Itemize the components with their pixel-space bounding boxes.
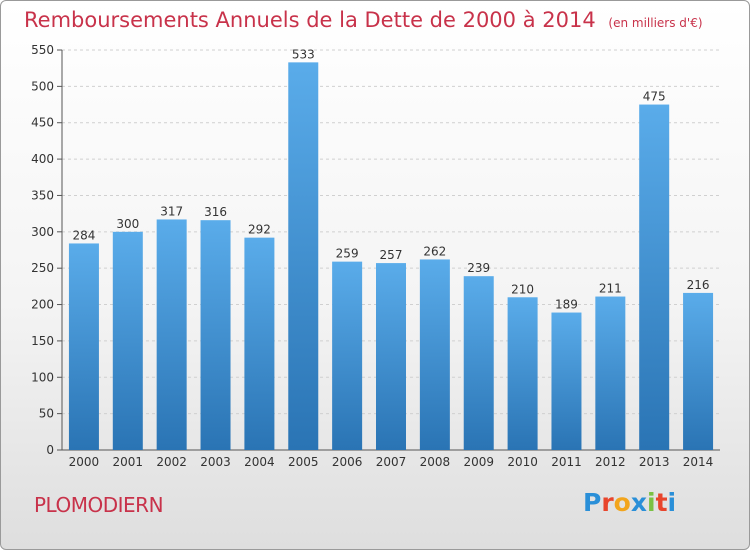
chart-title-text: Remboursements Annuels de la Dette de 20… xyxy=(24,8,596,32)
bar-2005 xyxy=(288,62,319,450)
value-label-2014: 216 xyxy=(687,278,710,292)
logo-letter: i xyxy=(647,488,656,517)
bar-2003 xyxy=(200,220,231,450)
label-layer: 284 2000 300 2001 317 2002 316 2003 292 2004 533 20… xyxy=(69,47,714,469)
x-tick-label-2013: 2013 xyxy=(639,455,670,469)
value-label-2000: 284 xyxy=(72,228,95,242)
bar-2011 xyxy=(551,312,582,450)
y-tick-label: 0 xyxy=(46,443,54,457)
value-label-2002: 317 xyxy=(160,204,183,218)
value-label-2001: 300 xyxy=(116,217,139,231)
chart-subtitle: (en milliers d'€) xyxy=(608,16,703,30)
value-label-2007: 257 xyxy=(380,248,403,262)
y-tick-label: 100 xyxy=(31,370,54,384)
y-tick-label: 500 xyxy=(31,79,54,93)
logo-letter: x xyxy=(630,488,647,517)
y-tick-label: 300 xyxy=(31,225,54,239)
bar-2006 xyxy=(332,261,363,450)
bar-2004 xyxy=(244,237,275,450)
value-label-2010: 210 xyxy=(511,282,534,296)
bar-2012 xyxy=(595,296,626,450)
y-tick-label: 550 xyxy=(31,43,54,57)
x-tick-label-2000: 2000 xyxy=(69,455,100,469)
bar-2009 xyxy=(463,276,494,450)
y-tick-label: 400 xyxy=(31,152,54,166)
y-tick-label: 350 xyxy=(31,188,54,202)
logo-letter: r xyxy=(601,488,614,517)
bar-2014 xyxy=(683,292,714,450)
x-tick-label-2002: 2002 xyxy=(156,455,187,469)
bar-2001 xyxy=(112,231,143,450)
bar-2013 xyxy=(639,104,670,450)
value-label-2013: 475 xyxy=(643,90,666,104)
value-label-2003: 316 xyxy=(204,205,227,219)
x-tick-label-2012: 2012 xyxy=(595,455,626,469)
x-tick-label-2010: 2010 xyxy=(507,455,538,469)
value-label-2008: 262 xyxy=(423,244,446,258)
y-tick-label: 200 xyxy=(31,298,54,312)
y-tick-label: 150 xyxy=(31,334,54,348)
value-label-2009: 239 xyxy=(467,261,490,275)
x-tick-label-2003: 2003 xyxy=(200,455,231,469)
x-tick-label-2009: 2009 xyxy=(463,455,494,469)
axis-layer: 0 50 100 150 200 250 300 350 400 450 500 550 xyxy=(31,43,720,457)
bar-2008 xyxy=(419,259,450,450)
chart-title: Remboursements Annuels de la Dette de 20… xyxy=(24,8,703,32)
x-tick-label-2007: 2007 xyxy=(376,455,407,469)
value-label-2011: 189 xyxy=(555,298,578,312)
bar-2002 xyxy=(156,219,187,450)
value-label-2004: 292 xyxy=(248,223,271,237)
commune-name: PLOMODIERN xyxy=(34,493,164,517)
x-tick-label-2001: 2001 xyxy=(113,455,144,469)
proxiti-logo[interactable]: Proxiti xyxy=(583,488,676,517)
bar-2010 xyxy=(507,297,538,450)
x-tick-label-2004: 2004 xyxy=(244,455,275,469)
value-label-2005: 533 xyxy=(292,47,315,61)
logo-letter: o xyxy=(613,488,631,517)
logo-letter: P xyxy=(583,488,602,517)
x-tick-label-2006: 2006 xyxy=(332,455,363,469)
x-tick-label-2014: 2014 xyxy=(683,455,714,469)
x-tick-label-2008: 2008 xyxy=(420,455,451,469)
logo-letter: i xyxy=(667,488,677,517)
bar-layer xyxy=(68,62,714,450)
logo-letter: t xyxy=(655,488,668,517)
y-tick-label: 450 xyxy=(31,116,54,130)
bar-2000 xyxy=(68,243,99,450)
y-tick-label: 250 xyxy=(31,261,54,275)
value-label-2006: 259 xyxy=(336,247,359,261)
x-tick-label-2005: 2005 xyxy=(288,455,319,469)
x-tick-label-2011: 2011 xyxy=(551,455,582,469)
value-label-2012: 211 xyxy=(599,282,622,296)
y-tick-label: 50 xyxy=(39,407,54,421)
bar-2007 xyxy=(376,263,406,450)
